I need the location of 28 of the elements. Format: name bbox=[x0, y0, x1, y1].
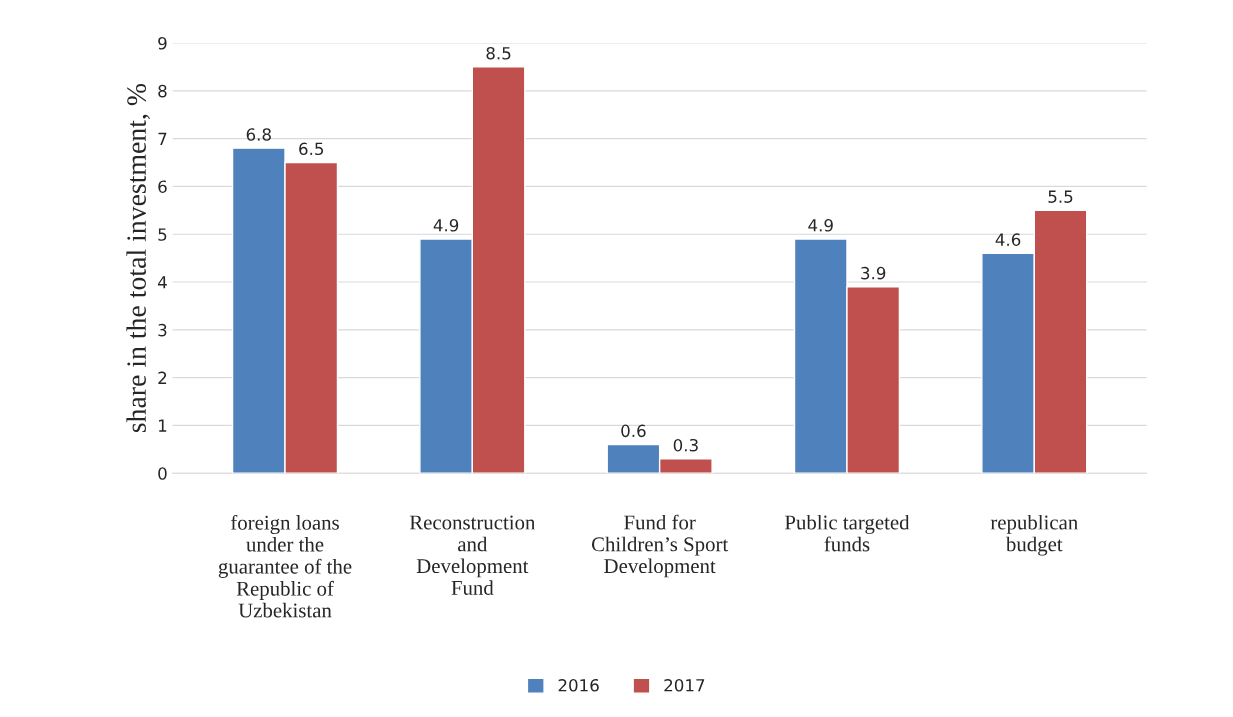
y-axis-title: share in the total investment, % bbox=[126, 83, 150, 433]
data-label: 8.5 bbox=[486, 46, 511, 60]
legend-label: 2017 bbox=[664, 678, 705, 692]
data-label: 4.9 bbox=[808, 219, 833, 232]
y-tick-label: 7 bbox=[158, 132, 167, 145]
y-tick-label: 1 bbox=[158, 419, 167, 432]
x-tick-label: Public targeted funds bbox=[784, 514, 910, 552]
data-label: 6.5 bbox=[299, 142, 324, 156]
y-tick-label: 0 bbox=[158, 467, 167, 480]
data-label: 4.9 bbox=[433, 219, 459, 232]
data-label: 3.9 bbox=[861, 266, 886, 280]
y-tick-label: 9 bbox=[158, 36, 167, 50]
y-tick-label: 3 bbox=[158, 323, 167, 337]
y-tick-label: 6 bbox=[158, 180, 167, 193]
y-tick-label: 8 bbox=[158, 84, 167, 98]
x-tick-label: republican budget bbox=[990, 514, 1078, 556]
y-tick-label: 2 bbox=[158, 371, 167, 384]
legend-label: 2016 bbox=[558, 678, 599, 692]
x-tick-label: foreign loans under the guarantee of the Republic of Uzbekistan bbox=[218, 514, 352, 618]
x-tick-label: Fund for Children’s Sport Development bbox=[591, 514, 729, 578]
data-label: 5.5 bbox=[1048, 190, 1073, 203]
data-label: 6.8 bbox=[246, 128, 271, 141]
data-label: 0.3 bbox=[673, 438, 698, 452]
y-tick-label: 4 bbox=[157, 276, 167, 289]
x-tick-label: Reconstruction and Development Fund bbox=[409, 515, 536, 595]
y-tick-label: 5 bbox=[158, 228, 167, 241]
data-label: 4.6 bbox=[995, 233, 1021, 246]
data-label: 0.6 bbox=[621, 424, 646, 438]
